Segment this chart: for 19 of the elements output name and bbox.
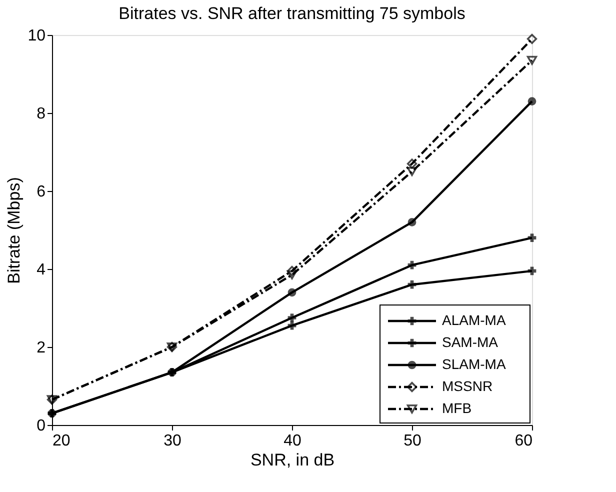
x-tick-label: 40 — [284, 432, 302, 450]
y-tick-label: 4 — [36, 262, 46, 278]
x-tick-label: 50 — [404, 432, 422, 450]
x-tick-label: 20 — [52, 432, 70, 450]
legend-label: ALAM-MA — [442, 312, 506, 328]
y-tick-label: 2 — [36, 340, 46, 356]
legend-label: SAM-MA — [442, 334, 499, 350]
x-tick-label: 60 — [514, 432, 533, 450]
y-axis-title: Bitrate (Mbps) — [4, 177, 24, 284]
legend-label: MSSNR — [442, 378, 493, 394]
chart-title: Bitrates vs. SNR after transmitting 75 symbols — [118, 4, 466, 23]
y-tick-label: 0 — [36, 418, 46, 434]
legend-label: MFB — [442, 400, 472, 416]
y-tick-label: 8 — [36, 106, 46, 122]
legend-label: SLAM-MA — [442, 356, 506, 372]
x-tick-label: 30 — [164, 432, 182, 450]
x-axis-title: SNR, in dB — [250, 450, 335, 470]
y-tick-label: 6 — [36, 184, 46, 200]
y-tick-label: 10 — [28, 28, 46, 44]
